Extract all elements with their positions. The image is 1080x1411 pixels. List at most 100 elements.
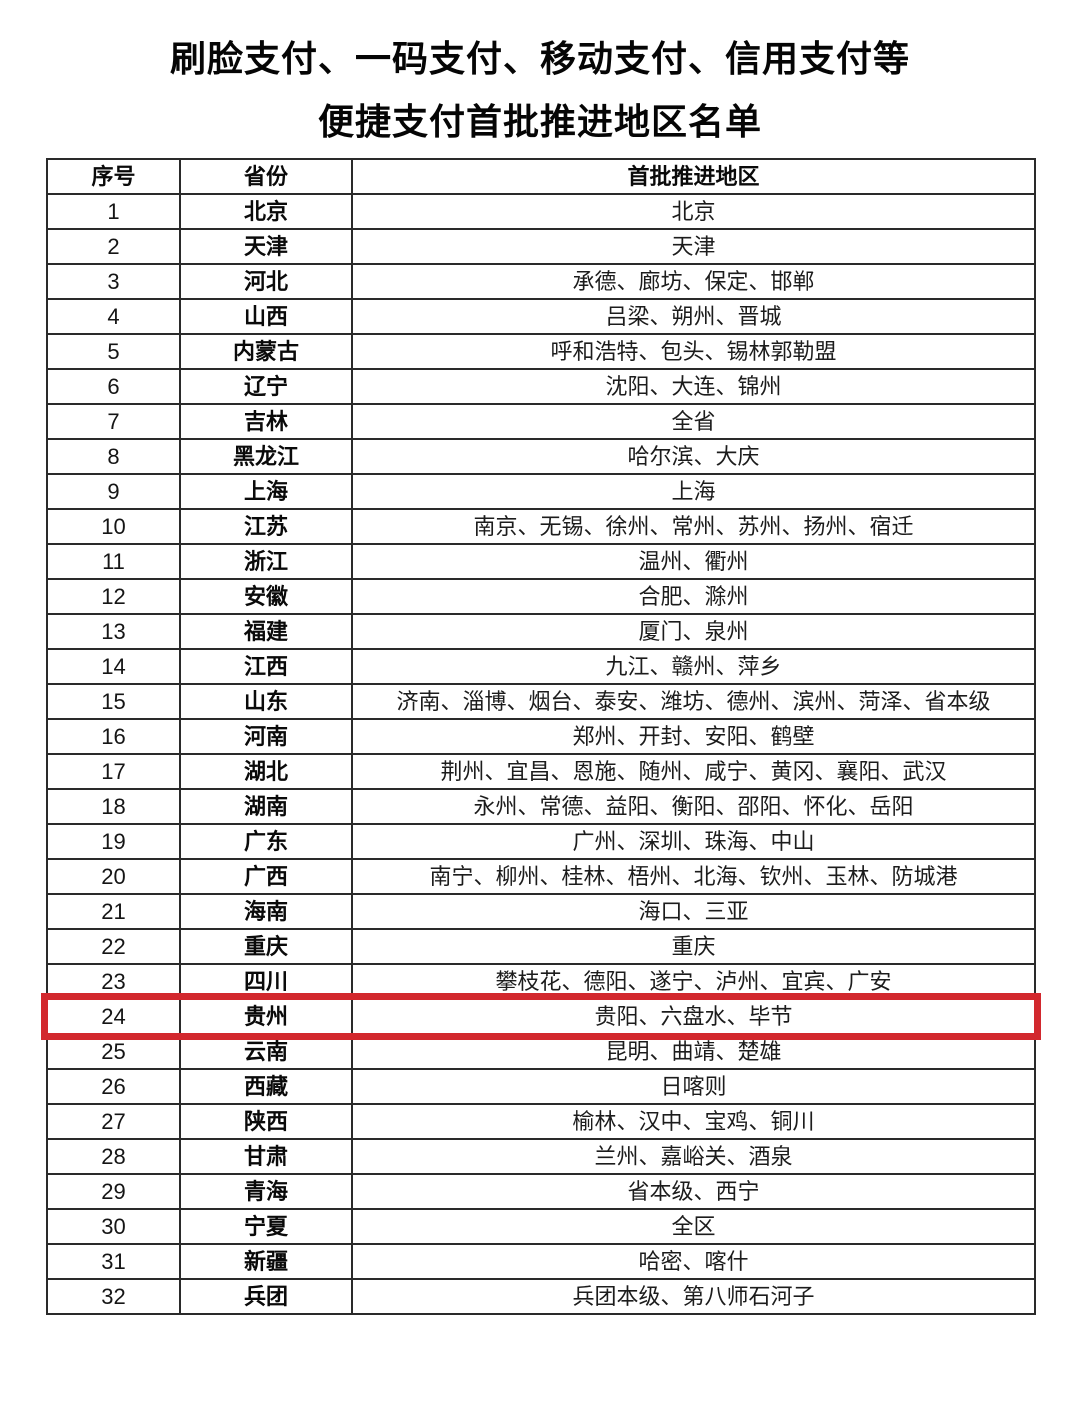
row-province-cell: 安徽 xyxy=(179,578,353,615)
row-seq-cell: 11 xyxy=(46,543,181,580)
row-province-cell: 陕西 xyxy=(179,1103,353,1140)
row-regions-cell: 北京 xyxy=(351,193,1036,230)
row-seq-cell: 32 xyxy=(46,1278,181,1315)
row-regions-cell: 海口、三亚 xyxy=(351,893,1036,930)
row-province-cell: 广东 xyxy=(179,823,353,860)
row-seq-cell: 13 xyxy=(46,613,181,650)
row-province-cell: 广西 xyxy=(179,858,353,895)
table-row: 8 黑龙江 哈尔滨、大庆 xyxy=(46,438,1036,475)
row-province-cell: 四川 xyxy=(179,963,353,1000)
region-table: 序号 省份 首批推进地区 1 北京 北京 2 天津 天津 3 河北 承德、廊坊、保定、邯郸 4 山西… xyxy=(41,158,1041,1315)
table-row-highlighted: 24 贵州 贵阳、六盘水、毕节 xyxy=(41,993,1041,1040)
header-province: 省份 xyxy=(179,158,353,195)
row-regions-cell: 南宁、柳州、桂林、梧州、北海、钦州、玉林、防城港 xyxy=(351,858,1036,895)
table-header: 序号 省份 首批推进地区 xyxy=(46,158,1036,195)
row-seq-cell: 27 xyxy=(46,1103,181,1140)
row-regions-cell: 济南、淄博、烟台、泰安、潍坊、德州、滨州、菏泽、省本级 xyxy=(351,683,1036,720)
header-seq: 序号 xyxy=(46,158,181,195)
row-seq-cell: 19 xyxy=(46,823,181,860)
row-province-cell: 北京 xyxy=(179,193,353,230)
table-row: 20 广西 南宁、柳州、桂林、梧州、北海、钦州、玉林、防城港 xyxy=(46,858,1036,895)
table-row: 27 陕西 榆林、汉中、宝鸡、铜川 xyxy=(46,1103,1036,1140)
row-province-cell: 重庆 xyxy=(179,928,353,965)
row-province-cell: 河北 xyxy=(179,263,353,300)
table-row: 21 海南 海口、三亚 xyxy=(46,893,1036,930)
row-seq-cell: 17 xyxy=(46,753,181,790)
table-row: 23 四川 攀枝花、德阳、遂宁、泸州、宜宾、广安 xyxy=(46,963,1036,1000)
row-regions-cell: 贵阳、六盘水、毕节 xyxy=(351,998,1036,1035)
row-province-cell: 吉林 xyxy=(179,403,353,440)
document-title: 刷脸支付、一码支付、移动支付、信用支付等 便捷支付首批推进地区名单 xyxy=(0,28,1080,154)
row-province-cell: 湖北 xyxy=(179,753,353,790)
row-seq-cell: 12 xyxy=(46,578,181,615)
row-regions-cell: 郑州、开封、安阳、鹤壁 xyxy=(351,718,1036,755)
row-province-cell: 甘肃 xyxy=(179,1138,353,1175)
row-province-cell: 河南 xyxy=(179,718,353,755)
row-regions-cell: 省本级、西宁 xyxy=(351,1173,1036,1210)
row-seq-cell: 8 xyxy=(46,438,181,475)
row-seq-cell: 15 xyxy=(46,683,181,720)
table-row: 28 甘肃 兰州、嘉峪关、酒泉 xyxy=(46,1138,1036,1175)
row-province-cell: 湖南 xyxy=(179,788,353,825)
row-province-cell: 天津 xyxy=(179,228,353,265)
row-regions-cell: 榆林、汉中、宝鸡、铜川 xyxy=(351,1103,1036,1140)
row-regions-cell: 呼和浩特、包头、锡林郭勒盟 xyxy=(351,333,1036,370)
row-province-cell: 贵州 xyxy=(179,998,353,1035)
table-row: 31 新疆 哈密、喀什 xyxy=(46,1243,1036,1280)
row-regions-cell: 全区 xyxy=(351,1208,1036,1245)
row-province-cell: 黑龙江 xyxy=(179,438,353,475)
row-seq-cell: 7 xyxy=(46,403,181,440)
row-province-cell: 兵团 xyxy=(179,1278,353,1315)
row-province-cell: 浙江 xyxy=(179,543,353,580)
row-regions-cell: 永州、常德、益阳、衡阳、邵阳、怀化、岳阳 xyxy=(351,788,1036,825)
row-seq-cell: 26 xyxy=(46,1068,181,1105)
row-seq-cell: 24 xyxy=(46,998,181,1035)
table-row: 5 内蒙古 呼和浩特、包头、锡林郭勒盟 xyxy=(46,333,1036,370)
row-seq-cell: 10 xyxy=(46,508,181,545)
row-province-cell: 西藏 xyxy=(179,1068,353,1105)
row-regions-cell: 日喀则 xyxy=(351,1068,1036,1105)
table-row: 14 江西 九江、赣州、萍乡 xyxy=(46,648,1036,685)
table-body: 1 北京 北京 2 天津 天津 3 河北 承德、廊坊、保定、邯郸 4 山西 吕梁、朔州、晋城 5 内蒙古呼… xyxy=(41,193,1041,1315)
row-seq-cell: 2 xyxy=(46,228,181,265)
row-province-cell: 海南 xyxy=(179,893,353,930)
table-row: 32 兵团 兵团本级、第八师石河子 xyxy=(46,1278,1036,1315)
row-seq-cell: 4 xyxy=(46,298,181,335)
row-seq-cell: 14 xyxy=(46,648,181,685)
table-header-row: 序号 省份 首批推进地区 xyxy=(46,158,1036,195)
row-regions-cell: 哈密、喀什 xyxy=(351,1243,1036,1280)
table-row: 19 广东 广州、深圳、珠海、中山 xyxy=(46,823,1036,860)
row-seq-cell: 29 xyxy=(46,1173,181,1210)
row-province-cell: 云南 xyxy=(179,1033,353,1070)
table-row: 25 云南 昆明、曲靖、楚雄 xyxy=(46,1033,1036,1070)
table-row: 10 江苏 南京、无锡、徐州、常州、苏州、扬州、宿迁 xyxy=(46,508,1036,545)
row-province-cell: 山东 xyxy=(179,683,353,720)
row-province-cell: 福建 xyxy=(179,613,353,650)
row-regions-cell: 荆州、宜昌、恩施、随州、咸宁、黄冈、襄阳、武汉 xyxy=(351,753,1036,790)
row-seq-cell: 30 xyxy=(46,1208,181,1245)
row-seq-cell: 21 xyxy=(46,893,181,930)
row-regions-cell: 厦门、泉州 xyxy=(351,613,1036,650)
table-row: 18 湖南 永州、常德、益阳、衡阳、邵阳、怀化、岳阳 xyxy=(46,788,1036,825)
row-province-cell: 青海 xyxy=(179,1173,353,1210)
row-regions-cell: 上海 xyxy=(351,473,1036,510)
table-row: 7 吉林 全省 xyxy=(46,403,1036,440)
table-row: 15 山东 济南、淄博、烟台、泰安、潍坊、德州、滨州、菏泽、省本级 xyxy=(46,683,1036,720)
row-seq-cell: 16 xyxy=(46,718,181,755)
table-row: 26 西藏 日喀则 xyxy=(46,1068,1036,1105)
row-province-cell: 山西 xyxy=(179,298,353,335)
table-row: 30 宁夏 全区 xyxy=(46,1208,1036,1245)
row-seq-cell: 3 xyxy=(46,263,181,300)
row-province-cell: 宁夏 xyxy=(179,1208,353,1245)
table-row: 6 辽宁 沈阳、大连、锦州 xyxy=(46,368,1036,405)
row-regions-cell: 温州、衢州 xyxy=(351,543,1036,580)
row-regions-cell: 昆明、曲靖、楚雄 xyxy=(351,1033,1036,1070)
row-seq-cell: 25 xyxy=(46,1033,181,1070)
table-row: 1 北京 北京 xyxy=(46,193,1036,230)
row-seq-cell: 22 xyxy=(46,928,181,965)
row-regions-cell: 九江、赣州、萍乡 xyxy=(351,648,1036,685)
table-row: 13 福建 厦门、泉州 xyxy=(46,613,1036,650)
row-seq-cell: 6 xyxy=(46,368,181,405)
table-row: 16 河南 郑州、开封、安阳、鹤壁 xyxy=(46,718,1036,755)
